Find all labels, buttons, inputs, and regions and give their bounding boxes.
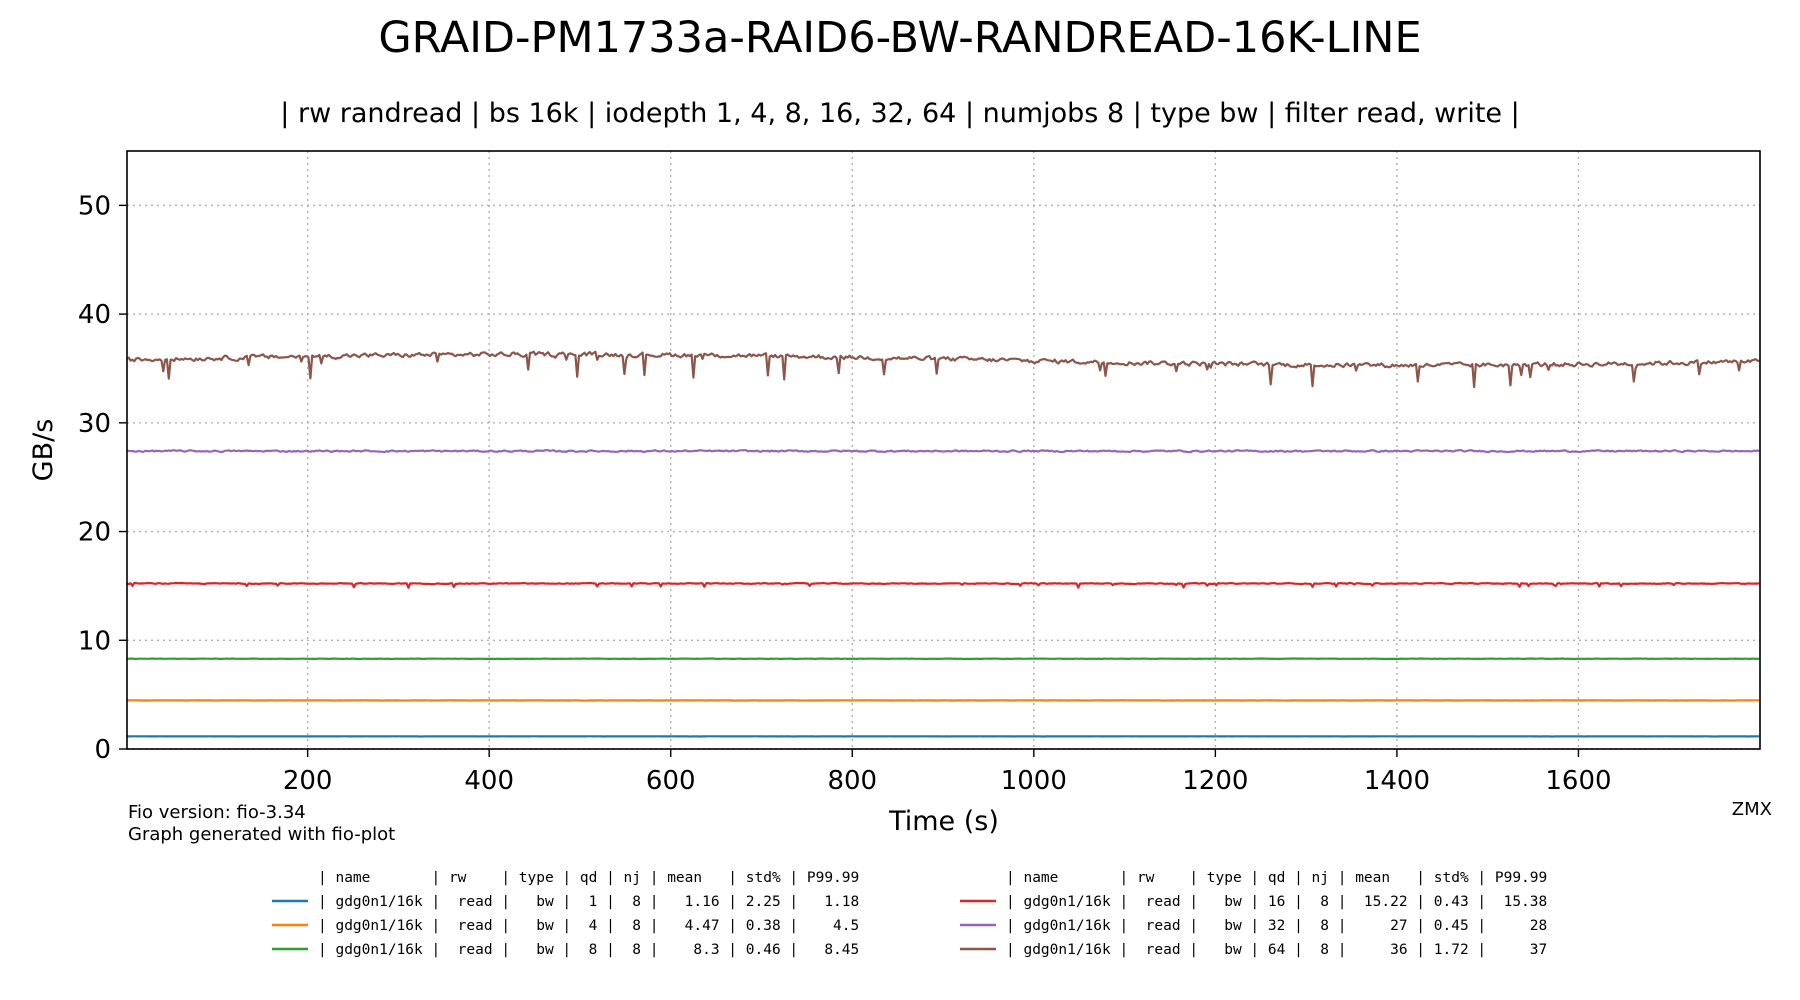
generator-label: Graph generated with fio-plot [128,824,395,845]
legend-entry-qd-4: | gdg0n1/16k | read | bw | 4 | 8 | 4.47 … [318,918,859,934]
x-tick-label: 800 [827,766,877,796]
y-tick-label: 0 [94,735,111,765]
fio-version-label: Fio version: fio-3.34 [128,802,306,823]
legend-header-left: | name | rw | type | qd | nj | mean | st… [318,870,859,886]
legend-entry-qd-8: | gdg0n1/16k | read | bw | 8 | 8 | 8.3 |… [318,942,859,958]
series-lines [126,350,1760,738]
grid [127,151,1760,750]
series-line-qd-64 [126,350,1760,389]
y-axis-label: GB/s [28,419,59,482]
y-tick-label: 50 [78,191,111,221]
legend-entry-qd-64: | gdg0n1/16k | read | bw | 64 | 8 | 36 |… [1006,942,1547,958]
x-tick-label: 200 [283,766,333,796]
chart-subtitle: | rw randread | bs 16k | iodepth 1, 4, 8… [280,98,1519,129]
chart-title: GRAID-PM1733a-RAID6-BW-RANDREAD-16K-LINE [378,13,1421,63]
series-line-qd-32 [127,449,1760,454]
x-tick-label: 1400 [1364,766,1430,796]
legend: | name | rw | type | qd | nj | mean | st… [272,870,1547,958]
x-tick-label: 1000 [1001,766,1067,796]
legend-header-right: | name | rw | type | qd | nj | mean | st… [1006,870,1547,886]
x-axis-label: Time (s) [888,806,999,837]
y-tick-label: 20 [78,518,111,548]
x-axis-ticks: 200 400 600 800 1000 1200 1400 1600 [283,749,1612,796]
author-label: ZMX [1732,799,1772,820]
y-tick-label: 40 [78,300,111,330]
x-tick-label: 1200 [1182,766,1248,796]
plot-frame [126,150,1761,750]
legend-entry-qd-32: | gdg0n1/16k | read | bw | 32 | 8 | 27 |… [1006,918,1547,934]
series-line-qd-16 [126,581,1760,589]
y-tick-label: 30 [78,409,111,439]
x-tick-label: 1600 [1545,766,1611,796]
series-line-qd-8 [126,657,1760,661]
legend-entry-qd-1: | gdg0n1/16k | read | bw | 1 | 8 | 1.16 … [318,894,859,910]
y-axis-ticks: 0 10 20 30 40 50 [78,191,127,765]
y-tick-label: 10 [78,626,111,656]
x-tick-label: 400 [464,766,514,796]
legend-entry-qd-16: | gdg0n1/16k | read | bw | 16 | 8 | 15.2… [1006,894,1547,910]
x-tick-label: 600 [646,766,696,796]
